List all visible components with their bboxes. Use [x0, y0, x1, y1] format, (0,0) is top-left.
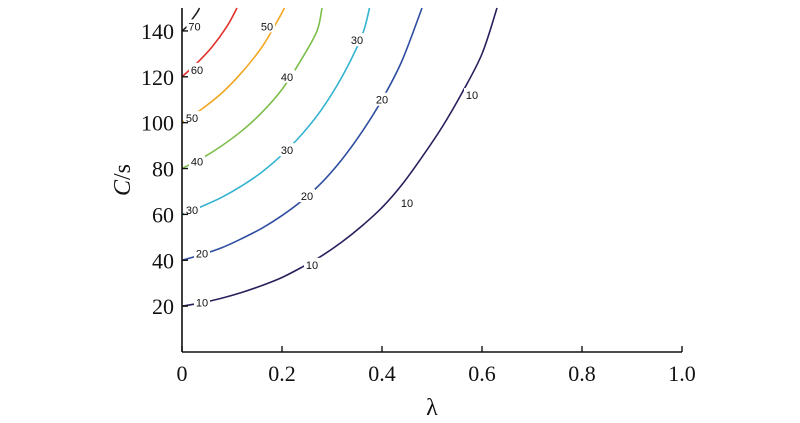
contour-label-30: 30 — [351, 35, 363, 47]
contour-label-20: 20 — [301, 191, 313, 203]
contour-label-bg — [259, 19, 275, 33]
contour-label-20: 20 — [376, 95, 388, 107]
contour-label-bg — [184, 202, 200, 216]
y-axis-ticks: 20 40 60 80 100 120 140 — [141, 19, 188, 319]
contour-label-bg — [399, 195, 415, 209]
y-tick-label: 100 — [141, 111, 174, 136]
contour-label-bg — [299, 189, 315, 203]
contour-label-bg — [186, 19, 203, 33]
contour-label-10: 10 — [466, 90, 478, 102]
x-tick-label: 1.0 — [668, 361, 696, 386]
contour-label-30: 30 — [186, 205, 198, 217]
contour-label-50: 50 — [261, 21, 273, 33]
contour-label-bg — [194, 295, 210, 309]
contour-label-70: 70 — [188, 21, 200, 33]
contour-line-40 — [181, 7, 323, 170]
y-tick-label: 60 — [152, 202, 174, 227]
y-tick-label: 80 — [152, 157, 174, 182]
x-tick-label: 0.6 — [468, 361, 496, 386]
x-tick-label: 0.4 — [368, 361, 396, 386]
x-axis-ticks: 0 0.2 0.4 0.6 0.8 1.0 — [177, 346, 696, 386]
contour-label-bg — [279, 143, 295, 157]
contour-label-40: 40 — [191, 157, 203, 169]
contour-label-bg — [464, 88, 480, 102]
contour-label-50: 50 — [186, 113, 198, 125]
y-tick-label: 120 — [141, 65, 174, 90]
contour-lines — [181, 7, 498, 307]
contour-line-10 — [181, 7, 498, 307]
contour-label-bg — [184, 111, 200, 125]
contour-label-bg — [279, 69, 295, 83]
x-tick-label: 0.8 — [568, 361, 596, 386]
contour-label-bg — [189, 62, 205, 76]
contour-label-bg — [189, 154, 205, 168]
contour-labels: 10 10 10 10 20 20 20 30 30 30 40 40 50 50 60 70 — [184, 19, 480, 310]
contour-line-30 — [181, 7, 371, 216]
x-axis-title: λ — [426, 395, 438, 421]
contour-label-bg — [374, 92, 390, 106]
y-tick-label: 40 — [152, 248, 174, 273]
y-tick-label: 20 — [152, 294, 174, 319]
contour-label-bg — [349, 33, 365, 47]
contour-label-10: 10 — [401, 198, 413, 210]
x-tick-label: 0.2 — [268, 361, 296, 386]
contour-label-40: 40 — [281, 72, 293, 84]
contour-label-30: 30 — [281, 145, 293, 157]
contour-label-bg — [304, 257, 320, 271]
contour-label-10: 10 — [196, 298, 208, 310]
y-axis-title-unit: /s — [110, 164, 136, 180]
y-axis-title-symbol: C — [110, 179, 136, 196]
contour-label-10: 10 — [306, 260, 318, 272]
contour-label-bg — [194, 246, 210, 260]
contour-label-60: 60 — [191, 65, 203, 77]
contour-label-20: 20 — [196, 248, 208, 260]
y-tick-label: 140 — [141, 19, 174, 44]
y-axis-title: C/s — [110, 164, 136, 196]
x-tick-label: 0 — [177, 361, 188, 386]
contour-line-50 — [181, 7, 286, 124]
